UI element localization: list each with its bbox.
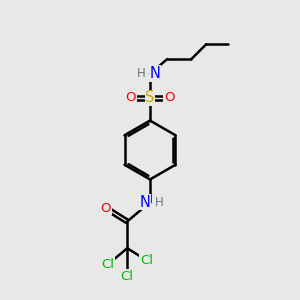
Text: O: O xyxy=(164,91,175,104)
Text: Cl: Cl xyxy=(101,258,115,271)
Text: H: H xyxy=(137,67,146,80)
Text: N: N xyxy=(149,66,160,81)
Text: S: S xyxy=(145,90,155,105)
Text: O: O xyxy=(125,91,136,104)
Text: N: N xyxy=(140,195,151,210)
Text: Cl: Cl xyxy=(140,254,153,267)
Text: H: H xyxy=(155,196,164,209)
Text: O: O xyxy=(100,202,111,214)
Text: Cl: Cl xyxy=(121,270,134,283)
